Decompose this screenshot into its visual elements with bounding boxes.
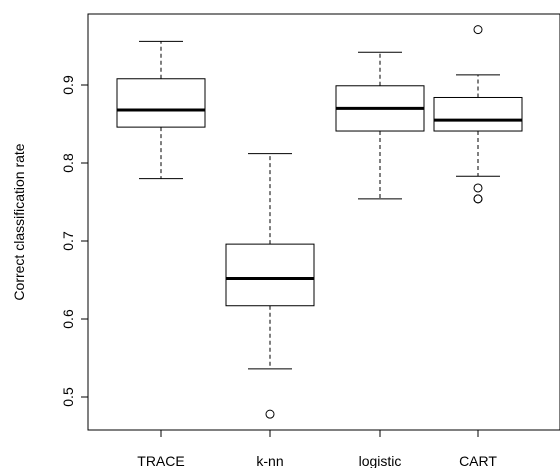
box-group-2 (335, 51, 425, 200)
x-axis: TRACE k-nn logistic CART (137, 430, 497, 468)
plot-frame (87, 13, 560, 431)
y-tick-label-4: 0.9 (60, 75, 76, 95)
y-axis: 0.5 0.6 0.7 0.8 0.9 (60, 75, 89, 407)
box-iqr (433, 96, 523, 132)
box-iqr (225, 243, 315, 307)
y-tick-label-2: 0.7 (60, 231, 76, 251)
box-iqr (116, 78, 206, 128)
box-group-3 (433, 25, 523, 204)
x-tick-label-2: logistic (359, 453, 402, 468)
outlier-point-0 (473, 25, 483, 35)
y-tick-label-0: 0.5 (60, 387, 76, 407)
y-tick-label-1: 0.6 (60, 309, 76, 329)
outlier-point-0 (265, 409, 275, 419)
boxes-layer (116, 25, 523, 419)
y-tick-label-3: 0.8 (60, 153, 76, 173)
x-tick-label-1: k-nn (256, 453, 283, 468)
x-tick-label-3: CART (459, 453, 497, 468)
outlier-point-3 (473, 194, 483, 204)
box-group-0 (116, 40, 206, 180)
outlier-point-1 (473, 183, 483, 193)
box-group-1 (225, 153, 315, 419)
y-axis-label: Correct classification rate (11, 143, 27, 300)
x-tick-label-0: TRACE (137, 453, 184, 468)
